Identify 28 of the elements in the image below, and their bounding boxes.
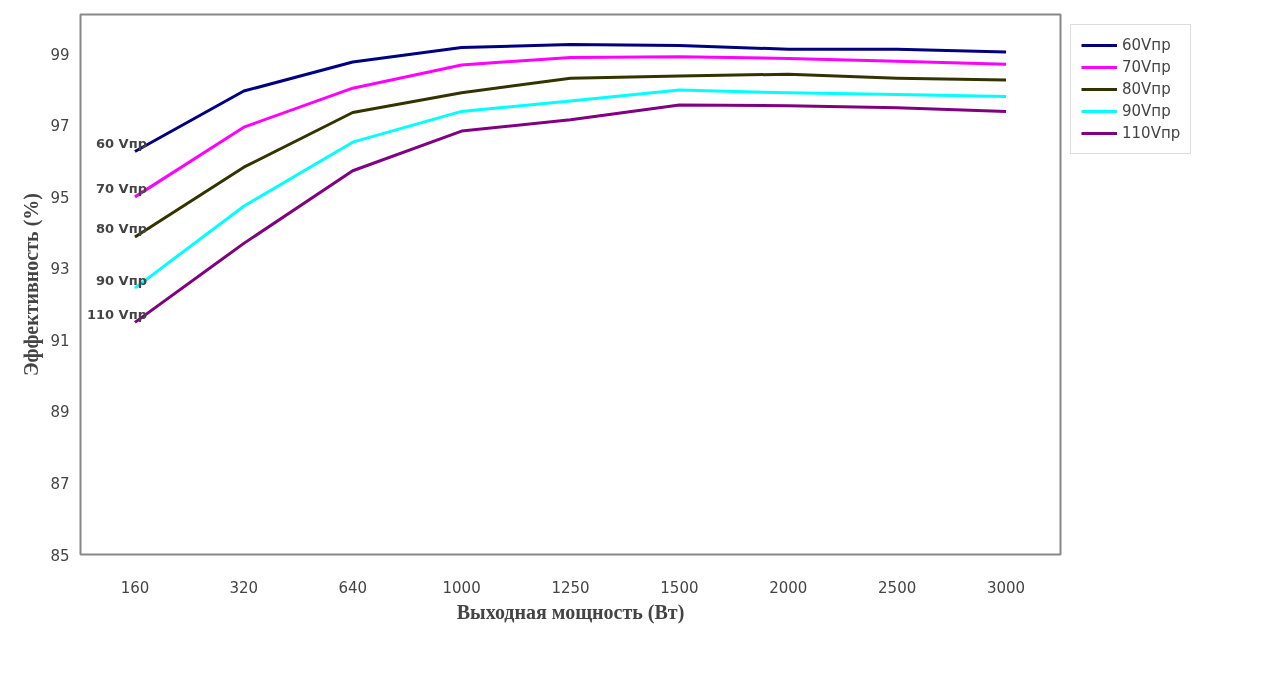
legend-label: 110Vпр xyxy=(1122,124,1181,142)
x-tick-label: 2000 xyxy=(769,578,808,597)
y-tick-label: 93 xyxy=(50,260,70,279)
annotation: 60 Vпр xyxy=(95,135,147,151)
annotation: 70 Vпр xyxy=(95,181,147,197)
x-tick-label: 320 xyxy=(229,578,259,597)
y-tick-label: 97 xyxy=(50,117,70,136)
x-tick-label: 3000 xyxy=(986,578,1026,597)
x-axis-title: Выходная мощность (Вт) xyxy=(456,600,685,624)
legend-label: 90Vпр xyxy=(1122,102,1171,120)
y-tick-label: 99 xyxy=(50,45,70,64)
y-tick-label: 87 xyxy=(50,474,70,493)
y-tick-label: 91 xyxy=(50,331,70,350)
x-tick-label: 1000 xyxy=(442,578,481,597)
x-tick-label: 160 xyxy=(120,578,150,597)
legend-label: 60Vпр xyxy=(1122,36,1171,54)
y-tick-label: 85 xyxy=(50,546,70,565)
x-tick-label: 1500 xyxy=(660,578,699,597)
x-tick-label: 1250 xyxy=(551,578,590,597)
legend-label: 70Vпр xyxy=(1122,58,1171,76)
y-tick-label: 95 xyxy=(50,188,70,207)
x-tick-label: 2500 xyxy=(878,578,917,597)
x-tick-label: 640 xyxy=(338,578,368,597)
annotation: 110 Vпр xyxy=(86,306,147,322)
annotation: 80 Vпр xyxy=(95,221,147,237)
legend-label: 80Vпр xyxy=(1122,80,1171,98)
y-tick-label: 89 xyxy=(50,403,70,422)
y-axis-title: Эффективность (%) xyxy=(20,193,44,376)
